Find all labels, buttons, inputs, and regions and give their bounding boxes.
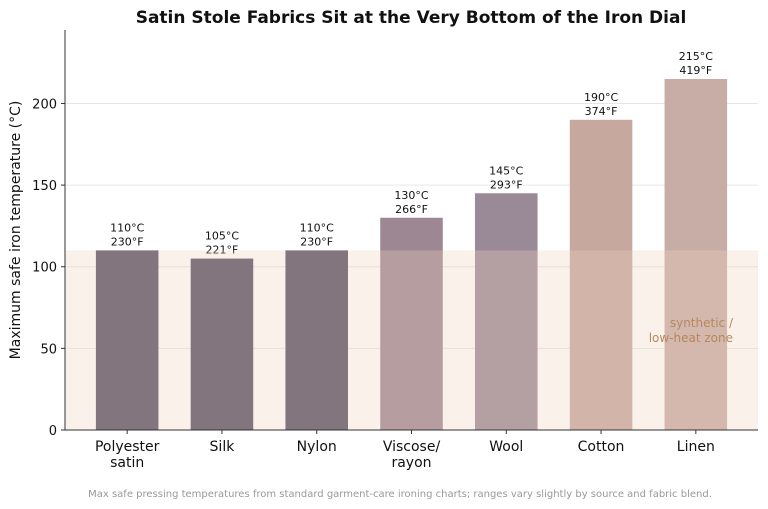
bar: [380, 217, 443, 430]
value-label-f: 374°F: [585, 105, 618, 118]
value-label: 190°C: [584, 91, 618, 104]
y-tick-label: 200: [32, 97, 57, 112]
chart-title: Satin Stole Fabrics Sit at the Very Bott…: [136, 8, 687, 28]
x-tick-label: Nylon: [297, 439, 337, 455]
x-tick-label: Polyester satin: [95, 439, 160, 471]
value-label: 215°C: [679, 50, 713, 63]
value-label: 110°C: [110, 221, 144, 234]
value-label: 130°C: [394, 189, 428, 202]
y-tick-label: 50: [40, 342, 57, 357]
bar: [664, 78, 728, 431]
x-tick-label: Viscose/rayon: [383, 439, 441, 471]
y-tick-label: 100: [32, 261, 57, 276]
value-label: 105°C: [205, 230, 239, 243]
x-tick-label: Silk: [210, 439, 236, 455]
y-tick-label: 150: [32, 179, 57, 194]
zone-label: synthetic / low-heat zone: [649, 316, 734, 345]
bar: [190, 258, 254, 430]
x-tick-label: Linen: [677, 439, 715, 455]
y-axis-label: Maximum safe iron temperature (°C): [8, 101, 24, 360]
bar: [95, 250, 159, 430]
y-tick-label: 0: [49, 424, 57, 439]
x-tick-label: Wool: [489, 439, 523, 455]
value-label-f: 230°F: [111, 235, 144, 248]
low-heat-zone: [65, 250, 758, 430]
value-label-f: 230°F: [300, 235, 333, 248]
value-label-f: 266°F: [395, 203, 428, 216]
bar: [569, 119, 633, 430]
bar: [285, 250, 349, 430]
value-label-f: 293°F: [490, 178, 523, 191]
value-label-f: 221°F: [206, 244, 239, 257]
value-label-f: 419°F: [679, 64, 712, 77]
bar: [474, 193, 538, 430]
value-label: 145°C: [489, 164, 523, 177]
footnote: Max safe pressing temperatures from stan…: [88, 489, 712, 500]
x-tick-label: Cotton: [578, 439, 625, 455]
value-label: 110°C: [300, 221, 334, 234]
